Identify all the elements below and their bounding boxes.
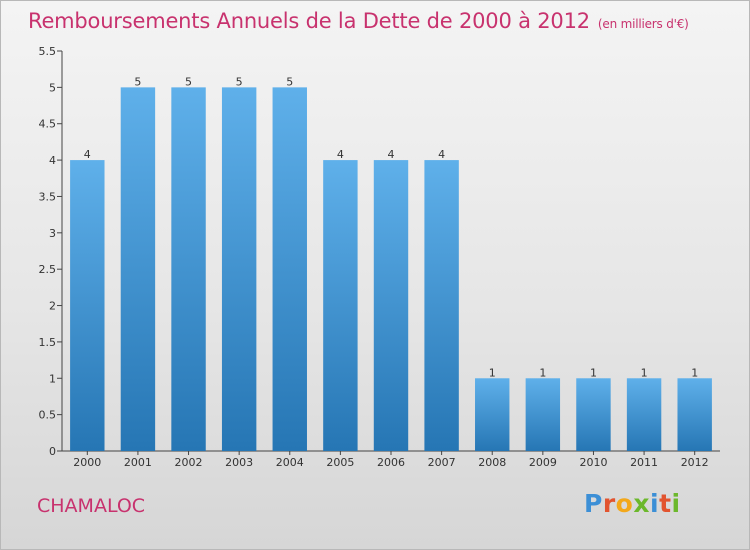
- data-label: 1: [641, 366, 648, 379]
- chart-unit: (en milliers d'€): [597, 17, 689, 31]
- bar: [221, 87, 257, 451]
- logo-letter: x: [633, 489, 650, 518]
- bar: [323, 160, 358, 451]
- chart-title: Remboursements Annuels de la Dette de 20…: [28, 9, 689, 33]
- logo-letter: o: [615, 489, 634, 518]
- x-tick-label: 2009: [529, 456, 557, 469]
- chart-title-text: Remboursements Annuels de la Dette de 20…: [28, 9, 590, 33]
- y-tick-label: 4.5: [39, 118, 57, 131]
- data-label: 4: [84, 148, 91, 161]
- bar: [677, 378, 712, 451]
- y-tick-label: 5.5: [39, 45, 57, 58]
- bar: [120, 87, 156, 451]
- bar: [576, 378, 611, 451]
- bars: [70, 87, 712, 451]
- y-tick-label: 2: [49, 300, 56, 313]
- commune-name: CHAMALOC: [37, 495, 146, 517]
- x-tick-label: 2007: [428, 456, 456, 469]
- x-tick-label: 2005: [326, 456, 354, 469]
- logo-letter: i: [650, 489, 660, 518]
- x-tick-label: 2002: [175, 456, 203, 469]
- x-tick-label: 2004: [276, 456, 304, 469]
- logo-letter: t: [659, 489, 672, 518]
- x-tick-label: 2000: [73, 456, 101, 469]
- data-label: 5: [185, 75, 192, 88]
- bar: [70, 160, 105, 451]
- y-tick-label: 4: [49, 154, 56, 167]
- bar: [171, 87, 206, 451]
- labels: 2000 4 2001 5 2002 5 2003 5 2004 5 2005 4 2006 4 2007 4…: [73, 75, 708, 469]
- x-tick-label: 2011: [630, 456, 658, 469]
- x-tick-label: 2003: [225, 456, 253, 469]
- bar: [272, 87, 307, 451]
- data-label: 4: [438, 148, 445, 161]
- data-label: 5: [286, 75, 293, 88]
- y-tick-label: 2.5: [39, 263, 57, 276]
- x-tick-label: 2006: [377, 456, 405, 469]
- axes: 0 0.5 1 1.5 2 2.5 3 3.5 4 4.5 5 5.5: [39, 45, 720, 458]
- bar: [475, 378, 510, 451]
- x-tick-label: 2012: [681, 456, 709, 469]
- x-tick-label: 2008: [478, 456, 506, 469]
- proxiti-logo[interactable]: Proxiti: [584, 489, 681, 518]
- data-label: 4: [337, 148, 344, 161]
- bar: [626, 378, 662, 451]
- bar: [373, 160, 409, 451]
- logo-letter: r: [602, 489, 616, 518]
- y-tick-label: 1: [49, 372, 56, 385]
- data-label: 5: [236, 75, 243, 88]
- logo-letter: i: [671, 489, 681, 518]
- x-tick-label: 2010: [579, 456, 607, 469]
- data-label: 1: [489, 366, 496, 379]
- bar: [525, 378, 561, 451]
- logo-letter: P: [584, 489, 603, 518]
- data-label: 1: [691, 366, 698, 379]
- data-label: 1: [539, 366, 546, 379]
- y-tick-label: 0: [49, 445, 56, 458]
- y-tick-label: 1.5: [39, 336, 57, 349]
- y-tick-label: 5: [49, 81, 56, 94]
- data-label: 4: [388, 148, 395, 161]
- y-tick-label: 3: [49, 227, 56, 240]
- data-label: 5: [134, 75, 141, 88]
- bar: [424, 160, 459, 451]
- data-label: 1: [590, 366, 597, 379]
- x-tick-label: 2001: [124, 456, 152, 469]
- y-tick-label: 0.5: [39, 409, 57, 422]
- y-tick-label: 3.5: [39, 190, 57, 203]
